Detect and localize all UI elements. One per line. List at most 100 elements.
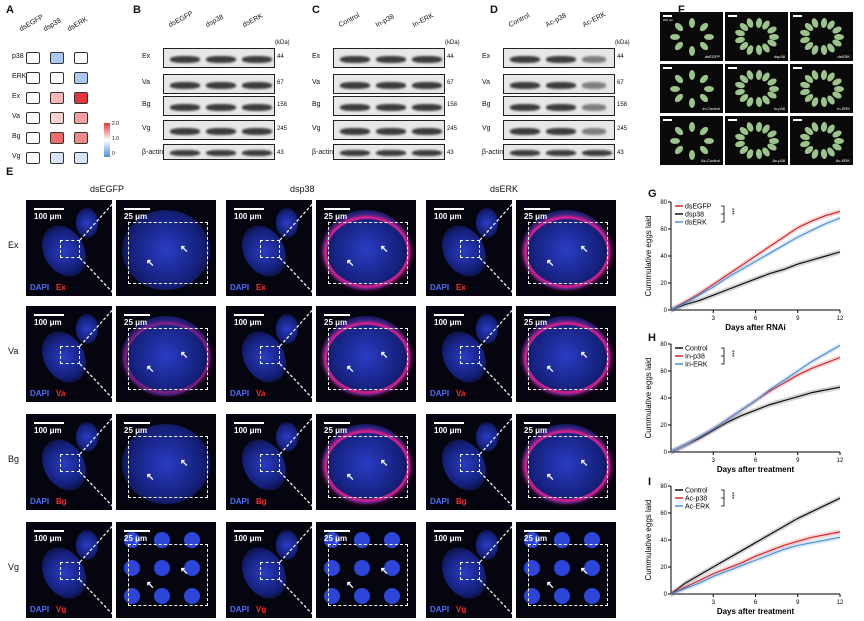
dapi-label: DAPI: [230, 605, 250, 614]
micrograph-overview: 100 μm DAPI Vg: [26, 522, 112, 618]
zoom-guide-lines: [79, 305, 117, 403]
scale-bar: [524, 530, 550, 532]
dapi-label: DAPI: [30, 283, 50, 292]
micrograph-zoom: 25 μm ↖ ↖: [116, 306, 216, 402]
significance-bracket: [721, 205, 725, 223]
blot-kda-label: (kDa): [615, 40, 630, 46]
ovary-scale-label: 200 μm: [663, 18, 674, 22]
x-tick-label: 3: [712, 316, 716, 322]
series-band-dsERK: [671, 215, 840, 313]
protein-band: [242, 150, 272, 156]
stain-label: Bg: [56, 497, 67, 506]
heatmap-cell: [50, 72, 64, 84]
ovariole-shape: [476, 314, 498, 344]
legend-entry: Ac-ERK: [685, 504, 710, 511]
scale-label: 100 μm: [234, 426, 262, 435]
y-tick-label: 40: [660, 254, 667, 260]
blot-row-label: β-actin: [142, 149, 164, 156]
protein-band: [242, 103, 272, 111]
scale-label: 100 μm: [434, 212, 462, 221]
ovariole-shape: [276, 208, 298, 238]
dapi-label: DAPI: [430, 605, 450, 614]
protein-band: [412, 103, 442, 111]
arrow-icon: ↖: [180, 458, 189, 469]
x-axis-label: Days after RNAi: [725, 323, 785, 332]
y-tick-label: 80: [660, 484, 667, 490]
scale-bar: [663, 67, 672, 69]
legend-entry: dsp38: [685, 212, 704, 219]
scale-label: 25 μm: [124, 318, 148, 327]
nucleus: [354, 588, 370, 604]
micrograph-overview: 100 μm DAPI Va: [426, 306, 512, 402]
ovariole-shape: [476, 530, 498, 560]
arrow-icon: ↖: [346, 472, 355, 483]
membrane-signal: [324, 216, 410, 288]
blot-kda-value: 158: [447, 102, 458, 108]
zoom-region: [528, 544, 608, 606]
blot-row-label: Bg: [312, 101, 321, 108]
protein-band: [510, 55, 540, 63]
nucleus: [354, 560, 370, 576]
micrograph-overview: 100 μm DAPI Bg: [226, 414, 312, 510]
series-line-dsp38: [670, 251, 841, 311]
blot-strip: [163, 74, 275, 94]
membrane-signal: [324, 322, 410, 394]
protein-band: [412, 150, 442, 156]
significance-bracket: [721, 489, 725, 507]
scale-label: 100 μm: [34, 212, 62, 221]
heatmap-row-label: ERK: [12, 73, 27, 80]
scale-bar: [124, 314, 150, 316]
ovary-label: Ac-p38: [772, 158, 785, 163]
heatmap-row-label: Ex: [12, 93, 21, 100]
panel-label-g: G: [648, 188, 657, 200]
heatmap-cell: [50, 52, 64, 64]
y-tick-label: 40: [660, 396, 667, 402]
blot-strip: [503, 120, 615, 140]
dapi-label: DAPI: [230, 283, 250, 292]
y-tick-label: 20: [660, 281, 667, 287]
stain-label: Ex: [456, 283, 466, 292]
ovary-image: dsp38: [725, 12, 788, 61]
blot-row-label: β-actin: [482, 149, 504, 156]
y-tick-label: 80: [660, 342, 667, 348]
zoom-region: [460, 240, 480, 258]
protein-band: [170, 103, 200, 111]
dapi-label: DAPI: [30, 605, 50, 614]
series-band-Control: [671, 384, 840, 455]
zoom-region: [528, 328, 608, 390]
series-band-Control: [671, 495, 840, 597]
membrane-signal: [524, 430, 610, 502]
series-line-Control: [670, 497, 841, 595]
heatmap-cell: [50, 92, 64, 104]
blot-strip: [163, 96, 275, 116]
arrow-icon: ↖: [580, 458, 589, 469]
micrograph-zoom: 25 μm ↖ ↖: [516, 414, 616, 510]
arrow-icon: ↖: [546, 472, 555, 483]
scale-label: 25 μm: [324, 318, 348, 327]
scale-bar: [234, 530, 264, 532]
blot-kda-value: 158: [617, 102, 628, 108]
zoom-region: [260, 240, 280, 258]
stain-label: Ex: [56, 283, 66, 292]
stain-label: Bg: [256, 497, 267, 506]
scale-label: 100 μm: [234, 212, 262, 221]
scale-label: 100 μm: [34, 318, 62, 327]
blot-kda-label: (kDa): [445, 40, 460, 46]
egg-shape: [688, 121, 695, 132]
arrow-icon: ↖: [146, 258, 155, 269]
zoom-region: [128, 436, 208, 498]
blot-kda-value: 44: [277, 54, 284, 60]
zoom-region: [328, 222, 408, 284]
y-tick-label: 0: [664, 450, 668, 456]
micrograph-overview: 100 μm DAPI Vg: [226, 522, 312, 618]
scale-label: 25 μm: [124, 534, 148, 543]
blot-row-label: Vg: [482, 125, 491, 132]
zoom-guide-lines: [79, 413, 117, 511]
nucleus: [584, 560, 600, 576]
zoom-region: [260, 562, 280, 580]
zoom-guide-lines: [279, 305, 317, 403]
blot-kda-value: 43: [277, 150, 284, 156]
stain-label: Vg: [256, 605, 267, 614]
membrane-signal: [524, 322, 610, 394]
blot-kda-value: 245: [277, 126, 288, 132]
